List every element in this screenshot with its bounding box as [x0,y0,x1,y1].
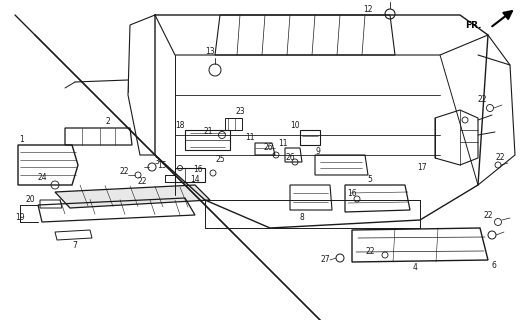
Text: 11: 11 [245,133,255,142]
Text: 13: 13 [205,47,215,57]
Text: 19: 19 [15,213,25,222]
Polygon shape [55,185,210,208]
Text: 11: 11 [278,139,288,148]
Text: 22: 22 [477,95,487,105]
Bar [185,130,230,150]
Text: 22: 22 [137,177,147,186]
Text: 4: 4 [412,263,418,273]
Text: 9: 9 [316,148,320,156]
Text: 22: 22 [365,247,375,257]
Text: 3: 3 [155,157,159,166]
Text: 17: 17 [417,164,427,172]
Text: 26: 26 [285,154,295,163]
Text: 25: 25 [215,156,225,164]
Text: 10: 10 [290,121,300,130]
Text: 16: 16 [193,165,203,174]
Text: 16: 16 [347,189,357,198]
Text: 8: 8 [300,213,305,222]
Text: 1: 1 [19,135,24,145]
Text: FR.: FR. [466,21,482,30]
Text: 15: 15 [157,161,167,170]
Text: 6: 6 [492,260,497,269]
Text: 12: 12 [363,5,373,14]
Text: 7: 7 [73,242,77,251]
Text: 21: 21 [203,127,213,137]
Text: 14: 14 [190,175,200,185]
Text: 23: 23 [235,108,245,116]
Text: 22: 22 [119,167,129,177]
Text: 22: 22 [483,211,493,220]
Text: 24: 24 [37,173,47,182]
Text: 20: 20 [25,196,35,204]
Text: 18: 18 [175,121,185,130]
Text: 2: 2 [106,117,110,126]
Text: 22: 22 [495,154,505,163]
Text: 5: 5 [368,175,372,185]
Text: 26: 26 [263,143,273,153]
Text: 27: 27 [320,255,330,265]
